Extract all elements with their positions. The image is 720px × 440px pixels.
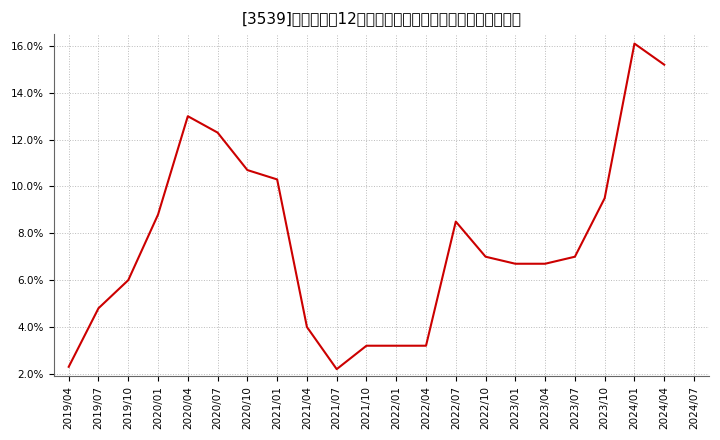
Title: [3539]　売上高の12か月移動合計の対前年同期増減率の推移: [3539] 売上高の12か月移動合計の対前年同期増減率の推移 bbox=[241, 11, 521, 26]
